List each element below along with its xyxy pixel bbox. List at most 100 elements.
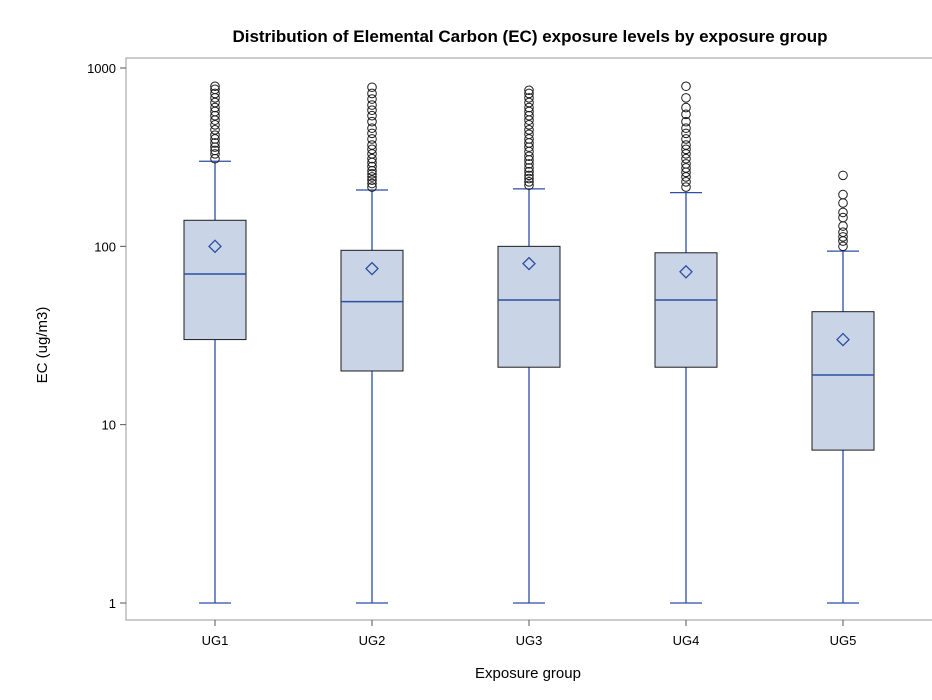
iqr-box bbox=[811, 311, 875, 451]
outlier-point bbox=[524, 120, 534, 130]
outlier-point bbox=[210, 149, 220, 159]
chart-title: Distribution of Elemental Carbon (EC) ex… bbox=[232, 27, 827, 46]
outlier-point bbox=[367, 94, 377, 104]
outlier-point bbox=[838, 241, 848, 252]
x-tick-label: UG3 bbox=[516, 633, 543, 648]
outlier-point bbox=[524, 177, 534, 187]
outlier-point bbox=[838, 170, 848, 181]
outlier-point bbox=[524, 170, 534, 181]
x-tick-label: UG1 bbox=[202, 633, 229, 648]
outlier-point bbox=[681, 177, 691, 187]
outlier-point bbox=[681, 163, 691, 173]
outlier-point bbox=[210, 134, 220, 144]
x-tick-label: UG5 bbox=[830, 633, 857, 648]
outlier-point bbox=[210, 125, 220, 135]
outlier-point bbox=[367, 140, 377, 150]
box-group-ug1 bbox=[183, 81, 247, 604]
outlier-point bbox=[838, 189, 848, 200]
outlier-point bbox=[210, 81, 220, 92]
mean-marker bbox=[679, 264, 693, 279]
outlier-point bbox=[524, 163, 534, 173]
iqr-box bbox=[183, 219, 247, 341]
outlier-point bbox=[681, 128, 691, 139]
outlier-point bbox=[681, 134, 691, 144]
iqr-box bbox=[654, 252, 718, 368]
outlier-point bbox=[838, 207, 848, 218]
box-group-ug4 bbox=[654, 81, 718, 604]
outlier-point bbox=[681, 123, 691, 133]
outlier-point bbox=[681, 153, 691, 164]
outlier-point bbox=[524, 129, 534, 140]
outlier-point bbox=[681, 182, 691, 192]
outlier-point bbox=[681, 109, 691, 120]
y-tick-label: 1 bbox=[109, 596, 116, 611]
outlier-point bbox=[367, 134, 377, 144]
box-group-ug5 bbox=[811, 170, 875, 604]
box-series bbox=[183, 81, 875, 604]
mean-marker bbox=[208, 239, 222, 254]
outlier-point bbox=[838, 212, 848, 223]
iqr-box bbox=[497, 245, 561, 368]
outlier-point bbox=[524, 180, 534, 191]
outlier-point bbox=[524, 102, 534, 113]
outlier-point bbox=[367, 182, 377, 192]
outlier-point bbox=[681, 102, 691, 113]
outlier-point bbox=[524, 97, 534, 108]
y-axis-label: EC (ug/m3) bbox=[34, 307, 51, 384]
box-group-ug2 bbox=[340, 82, 404, 604]
outlier-point bbox=[681, 159, 691, 169]
x-tick-label: UG2 bbox=[359, 633, 386, 648]
mean-marker bbox=[365, 261, 379, 276]
outlier-point bbox=[210, 130, 220, 140]
outlier-point bbox=[210, 145, 220, 156]
outlier-point bbox=[367, 110, 377, 121]
outlier-point bbox=[367, 175, 377, 185]
y-axis: 1 10 100 1000 bbox=[87, 61, 126, 611]
outlier-point bbox=[524, 166, 534, 177]
box-group-ug3 bbox=[497, 85, 561, 604]
outlier-point bbox=[367, 105, 377, 115]
outlier-point bbox=[367, 116, 377, 127]
outlier-point bbox=[524, 134, 534, 144]
outlier-point bbox=[210, 120, 220, 130]
y-tick-label: 1000 bbox=[87, 61, 116, 76]
outlier-point bbox=[681, 93, 691, 103]
outlier-point bbox=[524, 93, 534, 103]
outlier-point bbox=[210, 88, 220, 99]
outlier-point bbox=[524, 159, 534, 169]
outlier-point bbox=[838, 232, 848, 242]
mean-marker bbox=[836, 332, 850, 347]
outlier-point bbox=[838, 221, 848, 231]
outlier-point bbox=[524, 173, 534, 184]
outlier-point bbox=[524, 88, 534, 99]
outlier-point bbox=[367, 178, 377, 189]
outlier-point bbox=[367, 161, 377, 172]
outlier-point bbox=[681, 140, 691, 150]
outlier-point bbox=[367, 169, 377, 179]
outlier-point bbox=[367, 88, 377, 99]
iqr-box bbox=[340, 249, 404, 372]
outlier-point bbox=[367, 100, 377, 110]
outlier-point bbox=[367, 128, 377, 139]
outlier-point bbox=[210, 97, 220, 108]
outlier-point bbox=[367, 123, 377, 133]
x-tick-label: UG4 bbox=[673, 633, 700, 648]
y-tick-label: 10 bbox=[102, 418, 116, 433]
outlier-point bbox=[367, 82, 377, 93]
outlier-point bbox=[524, 125, 534, 135]
outlier-point bbox=[681, 116, 691, 127]
x-axis: UG1 UG2 UG3 UG4 UG5 bbox=[202, 620, 857, 648]
outlier-point bbox=[210, 102, 220, 113]
outlier-point bbox=[681, 144, 691, 155]
outlier-point bbox=[681, 81, 691, 92]
outlier-point bbox=[838, 227, 848, 238]
outlier-point bbox=[367, 144, 377, 155]
plot-area-frame bbox=[125, 57, 932, 621]
outlier-point bbox=[838, 198, 848, 208]
y-tick-label: 100 bbox=[94, 239, 116, 254]
mean-marker bbox=[522, 256, 536, 271]
x-axis-label: Exposure group bbox=[475, 665, 581, 682]
outlier-point bbox=[524, 85, 534, 96]
